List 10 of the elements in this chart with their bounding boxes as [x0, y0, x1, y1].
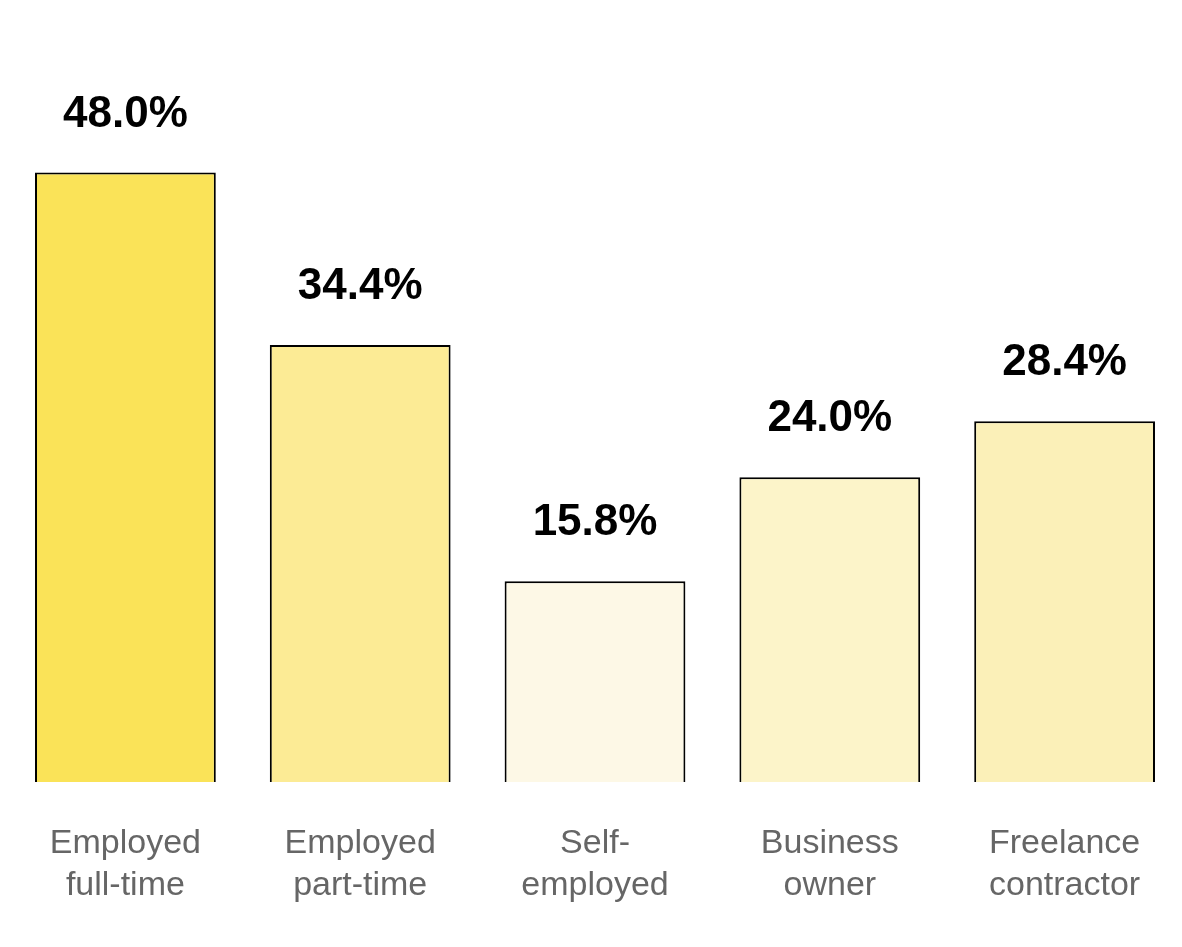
- x-tick-label: Self-employed: [521, 821, 669, 903]
- data-label: 48.0%: [63, 86, 188, 136]
- data-label: 28.4%: [1002, 335, 1127, 385]
- x-tick-label: Employed full-time: [49, 821, 201, 903]
- x-tick-label: Freelance contractor: [989, 821, 1141, 903]
- data-label: 15.8%: [532, 495, 658, 545]
- data-label: 24.0%: [767, 391, 893, 441]
- x-tick-label: Business owner: [760, 821, 899, 903]
- data-label: 34.4%: [297, 259, 423, 309]
- x-tick-label: Employed part-time: [284, 821, 436, 903]
